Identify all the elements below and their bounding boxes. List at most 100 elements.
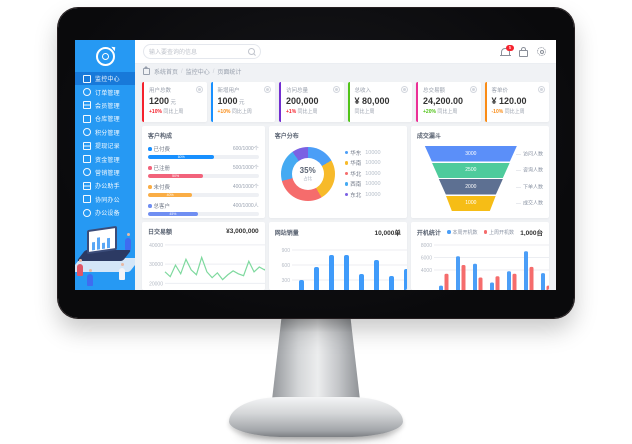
home-icon (83, 74, 91, 83)
funnel-layer: 2500 — 咨询人数 (417, 162, 543, 178)
sidebar-item-label: 协同办公 (95, 197, 120, 204)
sidebar-item-1[interactable]: 监控中心 (75, 72, 135, 86)
sidebar-item-4[interactable]: 仓库管理 (75, 112, 135, 125)
funnel-segment: 3000 (424, 146, 517, 162)
sidebar-item-label: 营销管理 (95, 170, 120, 177)
topbar: 输入要查询的信息 5 (135, 40, 556, 64)
sidebar-item-10[interactable]: 协同办公 (75, 193, 135, 206)
sidebar-item-label: 提现记录 (95, 144, 120, 151)
svg-text:6000: 6000 (421, 256, 432, 262)
funnel-layer: 3000— 访问人数 (417, 146, 543, 162)
funnel-label: — 成交人数 (515, 200, 543, 207)
devices-icon (83, 208, 91, 217)
sidebar-item-6[interactable]: 提现记录 (75, 139, 135, 152)
progress-row: 已注册 500/1000个 50% (148, 164, 259, 178)
app-logo[interactable] (75, 40, 135, 72)
panel-customer-progress: 客户构成 已付费 600/1000个 60% 已注册 500/1000个 50% 未付费 40… (142, 126, 265, 218)
lock-icon[interactable] (519, 46, 528, 57)
target-logo-icon (95, 46, 115, 66)
funnel-segment: 2500 (431, 162, 510, 178)
funnel-label: — 下单人数 (515, 184, 543, 191)
breadcrumb-item-3[interactable]: 页面统计 (217, 70, 242, 76)
legend-item: 华南 10000 (344, 159, 381, 167)
card-label: 总收入 (354, 88, 372, 94)
panel-title: 成交漏斗 (416, 134, 441, 140)
legend-item: 华东 10000 (344, 149, 381, 157)
progress-row: 已付费 600/1000个 60% (148, 145, 259, 159)
donut-center: 35% 占比 (291, 157, 324, 190)
line-chart: 40000 30000 20000 (148, 239, 265, 290)
card-value: ¥ 120.00 (491, 96, 527, 106)
stat-cards-row: 用户总数 1200 元 +10% 同比上周 新增用户 1000 元 +10% 同比上周 访问… (142, 82, 549, 122)
sidebar-nav: 监控中心 订单管理会员管理仓库管理 积分管理提现记录资金管理营销管理办公助手协同办公… (75, 72, 135, 219)
progress-row: 未付费 400/1000个 40% (148, 183, 259, 197)
breadcrumb-item-1[interactable]: 系统首页 (154, 70, 179, 76)
marketing-icon (83, 168, 91, 177)
card-subtext: 同比上周 (354, 109, 375, 115)
svg-text:4000: 4000 (421, 268, 432, 274)
sidebar-item-label: 办公助手 (95, 184, 120, 191)
sidebar-item-7[interactable]: 资金管理 (75, 152, 135, 165)
bell-icon[interactable]: 5 (500, 44, 514, 56)
progress-list: 已付费 600/1000个 60% 已注册 500/1000个 50% 未付费 400/100… (148, 145, 259, 216)
search-placeholder: 输入要查询的信息 (149, 50, 198, 56)
svg-text:40000: 40000 (149, 243, 163, 249)
panel-site-sales: 网站销量 10,000单 900 600 300 (268, 222, 407, 290)
panel-title: 日交易额 (148, 230, 173, 236)
svg-text:300: 300 (281, 278, 290, 284)
panel-total: ¥3,000,000 (226, 228, 259, 235)
office-icon (83, 181, 91, 190)
monitor-stand-base (229, 397, 403, 437)
card-settings-icon[interactable] (195, 86, 203, 93)
search-input[interactable]: 输入要查询的信息 (143, 44, 261, 59)
card-settings-icon[interactable] (401, 86, 408, 93)
legend-item: 上周开机数 (483, 229, 514, 236)
donut-center-label: 占比 (303, 175, 313, 181)
chart-legend: 本周开机数 上周开机数 (447, 229, 514, 236)
card-label: 新增用户 (217, 88, 240, 94)
sidebar-item-11[interactable]: 办公设备 (75, 206, 135, 219)
warehouse-icon (83, 114, 91, 123)
card-value: 24,200.00 (423, 96, 464, 106)
stat-card-3: 访问总量 200,000 +1% 同比上周 (279, 82, 344, 122)
card-subtext: +1% 同比上周 (286, 109, 318, 115)
breadcrumb: 系统首页 / 监控中心 / 页面统计 (135, 64, 556, 79)
progress-fill: 40% (148, 192, 193, 197)
legend-item: 西南 10000 (344, 180, 381, 188)
progress-fill: 50% (148, 173, 204, 178)
card-settings-icon[interactable] (264, 86, 271, 93)
card-label: 用户总数 (149, 88, 172, 94)
svg-text:20000: 20000 (149, 281, 163, 287)
sidebar-item-5[interactable]: 积分管理 (75, 126, 135, 139)
funnel-layer: 1000 — 成交人数 (417, 195, 543, 211)
search-icon (248, 48, 255, 55)
topbar-icons: 5 (500, 44, 546, 57)
gear-icon[interactable] (537, 47, 546, 56)
notification-badge: 5 (506, 44, 514, 51)
order-icon (83, 88, 91, 97)
breadcrumb-separator: / (181, 68, 183, 75)
card-settings-icon[interactable] (469, 86, 477, 93)
progress-row: 总客户 400/1000人 45% (148, 202, 259, 216)
funnel-segment: 2000 (438, 179, 503, 195)
panel-title: 客户构成 (148, 134, 173, 140)
donut-legend: 华东 10000 华南 10000 华北 10000 西南 10000 东北 10000 (344, 146, 381, 201)
withdraw-icon (83, 141, 91, 150)
sidebar-item-3[interactable]: 会员管理 (75, 99, 135, 112)
sidebar-item-label: 会员管理 (95, 103, 120, 110)
card-value: ¥ 80,000 (354, 96, 390, 106)
breadcrumb-item-2[interactable]: 监控中心 (185, 70, 210, 76)
sidebar-item-8[interactable]: 营销管理 (75, 166, 135, 179)
card-settings-icon[interactable] (332, 86, 340, 93)
sidebar-item-2[interactable]: 订单管理 (75, 85, 135, 98)
card-subtext: +20% 同比上周 (423, 109, 458, 115)
dashboard-content: 用户总数 1200 元 +10% 同比上周 新增用户 1000 元 +10% 同比上周 访问… (135, 79, 556, 290)
card-subtext: +10% 同比上周 (149, 109, 184, 115)
card-subtext: -10% 同比上周 (491, 109, 525, 115)
sidebar-item-9[interactable]: 办公助手 (75, 179, 135, 192)
panel-title: 客户分布 (274, 134, 299, 140)
card-settings-icon[interactable] (538, 86, 545, 93)
funnel-chart: 3000— 访问人数 2500— 咨询人数 2000 — 下单人数 1000— 成交人数 (417, 146, 543, 211)
sidebar-item-label: 资金管理 (95, 157, 120, 164)
funnel-layer: 2000 — 下单人数 (417, 179, 543, 195)
